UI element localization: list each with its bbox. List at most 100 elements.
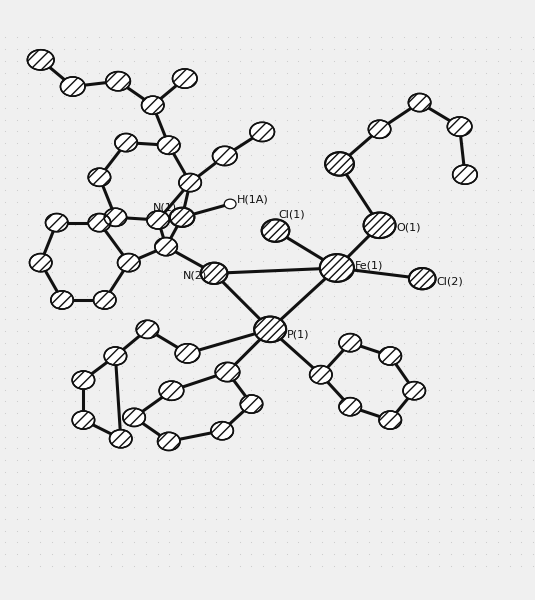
Point: [106, 291, 115, 301]
Point: [259, 68, 268, 77]
Point: [130, 103, 139, 113]
Point: [118, 103, 127, 113]
Point: [118, 409, 127, 418]
Point: [435, 338, 444, 347]
Point: [306, 338, 315, 347]
Point: [458, 373, 467, 383]
Point: [482, 455, 491, 465]
Point: [376, 373, 385, 383]
Point: [177, 385, 185, 394]
Point: [447, 220, 455, 230]
Point: [447, 209, 455, 218]
Point: [59, 162, 68, 172]
Point: [130, 373, 139, 383]
Point: [165, 185, 173, 195]
Point: [212, 80, 220, 89]
Point: [388, 538, 396, 547]
Point: [118, 139, 127, 148]
Point: [411, 338, 420, 347]
Point: [12, 291, 21, 301]
Point: [341, 361, 350, 371]
Point: [24, 350, 33, 359]
Point: [36, 103, 44, 113]
Point: [106, 526, 115, 535]
Point: [95, 538, 103, 547]
Point: [247, 197, 256, 206]
Point: [24, 455, 33, 465]
Point: [365, 361, 373, 371]
Point: [95, 385, 103, 394]
Point: [59, 197, 68, 206]
Point: [294, 185, 303, 195]
Point: [48, 103, 56, 113]
Point: [247, 256, 256, 265]
Point: [529, 150, 535, 160]
Point: [330, 373, 338, 383]
Point: [95, 197, 103, 206]
Point: [36, 385, 44, 394]
Point: [259, 526, 268, 535]
Point: [259, 185, 268, 195]
Point: [200, 538, 209, 547]
Point: [494, 455, 502, 465]
Point: [294, 338, 303, 347]
Point: [1, 514, 9, 524]
Point: [294, 220, 303, 230]
Point: [188, 538, 197, 547]
Point: [517, 244, 526, 254]
Point: [95, 409, 103, 418]
Point: [106, 538, 115, 547]
Point: [494, 467, 502, 476]
Point: [188, 91, 197, 101]
Point: [1, 44, 9, 54]
Point: [259, 491, 268, 500]
Point: [235, 256, 244, 265]
Point: [294, 150, 303, 160]
Point: [71, 220, 80, 230]
Point: [447, 502, 455, 512]
Point: [1, 32, 9, 42]
Point: [48, 432, 56, 442]
Point: [517, 361, 526, 371]
Point: [494, 338, 502, 347]
Point: [400, 91, 408, 101]
Point: [271, 361, 279, 371]
Point: [341, 467, 350, 476]
Point: [200, 526, 209, 535]
Point: [154, 314, 162, 324]
Point: [388, 443, 396, 453]
Point: [506, 91, 514, 101]
Point: [517, 80, 526, 89]
Point: [24, 432, 33, 442]
Point: [517, 455, 526, 465]
Point: [59, 150, 68, 160]
Point: [259, 443, 268, 453]
Point: [517, 291, 526, 301]
Point: [142, 32, 150, 42]
Point: [447, 256, 455, 265]
Point: [423, 68, 432, 77]
Point: [365, 302, 373, 312]
Point: [388, 350, 396, 359]
Point: [294, 432, 303, 442]
Point: [388, 127, 396, 136]
Point: [224, 103, 232, 113]
Point: [341, 256, 350, 265]
Point: [411, 279, 420, 289]
Point: [48, 185, 56, 195]
Point: [447, 302, 455, 312]
Point: [24, 409, 33, 418]
Point: [36, 538, 44, 547]
Point: [247, 268, 256, 277]
Point: [318, 302, 326, 312]
Point: [130, 279, 139, 289]
Point: [106, 502, 115, 512]
Point: [435, 502, 444, 512]
Point: [435, 115, 444, 124]
Point: [106, 397, 115, 406]
Point: [24, 256, 33, 265]
Point: [188, 291, 197, 301]
Point: [59, 44, 68, 54]
Point: [353, 338, 362, 347]
Point: [36, 420, 44, 430]
